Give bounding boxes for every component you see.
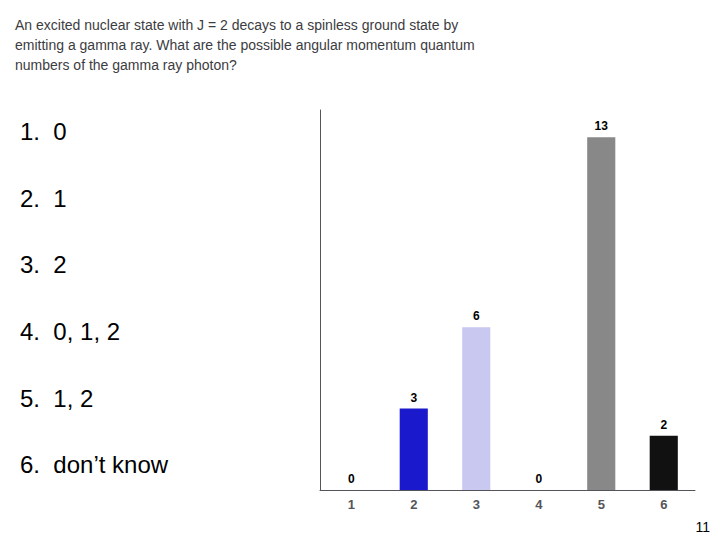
svg-text:5: 5 [598, 497, 605, 512]
svg-text:13: 13 [595, 119, 609, 133]
svg-text:6: 6 [473, 309, 480, 323]
svg-text:2: 2 [660, 418, 667, 432]
svg-text:2: 2 [410, 497, 417, 512]
svg-text:0: 0 [535, 472, 542, 486]
svg-text:2. 1: 2. 1 [20, 185, 67, 212]
svg-text:1. 0: 1. 0 [20, 118, 67, 145]
svg-text:An excited nuclear state with: An excited nuclear state with J = 2 deca… [15, 17, 458, 33]
svg-text:4: 4 [535, 497, 543, 512]
svg-text:11: 11 [695, 519, 710, 535]
svg-text:numbers of the gamma ray photo: numbers of the gamma ray photon? [15, 57, 237, 73]
svg-text:0: 0 [348, 472, 355, 486]
svg-text:6: 6 [660, 497, 667, 512]
svg-text:emitting a gamma ray. What are: emitting a gamma ray. What are the possi… [15, 37, 475, 53]
svg-text:5. 1, 2: 5. 1, 2 [20, 385, 93, 412]
svg-text:6. don’t know: 6. don’t know [20, 451, 169, 478]
svg-text:3: 3 [410, 391, 417, 405]
svg-text:1: 1 [348, 497, 355, 512]
svg-text:3: 3 [473, 497, 480, 512]
svg-text:4. 0, 1, 2: 4. 0, 1, 2 [20, 318, 120, 345]
svg-text:3. 2: 3. 2 [20, 251, 67, 278]
